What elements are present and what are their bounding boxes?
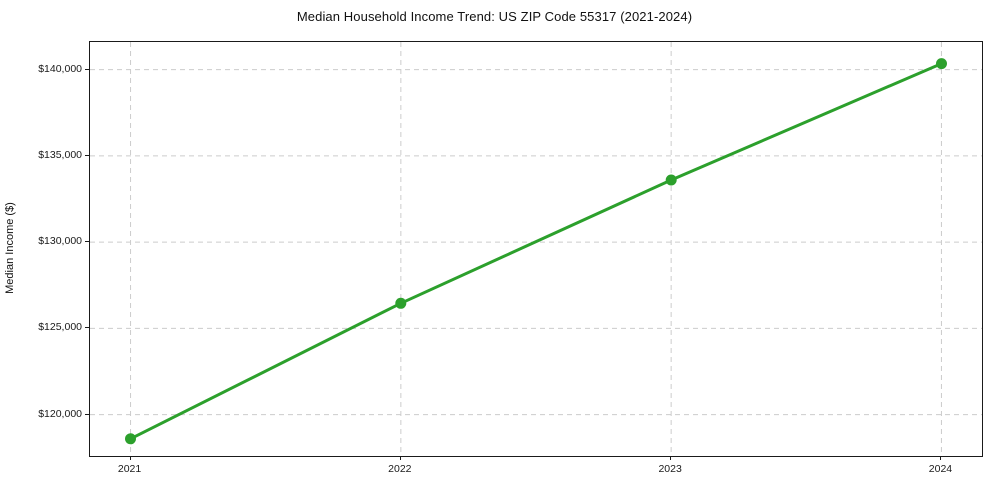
data-point-marker [665, 174, 677, 186]
chart-title: Median Household Income Trend: US ZIP Co… [296, 9, 693, 24]
x-tick-mark [129, 456, 131, 460]
x-tick-mark [399, 456, 401, 460]
y-tick-mark [85, 413, 89, 415]
data-point-marker [395, 297, 407, 309]
data-point-marker [125, 433, 136, 445]
y-tick-label: $120,000 [38, 407, 82, 420]
y-tick-label: $135,000 [38, 148, 82, 161]
y-tick-mark [85, 327, 89, 329]
y-tick-mark [85, 154, 89, 156]
x-tick-mark [670, 456, 672, 460]
income-trend-line [129, 62, 943, 441]
line-plot-canvas [90, 42, 982, 456]
x-tick-label: 2021 [117, 463, 142, 475]
y-tick-label: $140,000 [38, 62, 82, 75]
plot-area [89, 41, 983, 457]
y-tick-mark [85, 241, 89, 243]
x-tick-label: 2023 [658, 463, 682, 475]
x-tick-mark [940, 456, 942, 460]
x-tick-label: 2022 [388, 463, 412, 475]
y-axis-label: Median Income ($) [4, 202, 16, 294]
data-point-marker [936, 58, 947, 70]
y-tick-mark [85, 68, 89, 70]
y-tick-label: $125,000 [38, 321, 82, 334]
y-tick-label: $130,000 [38, 235, 82, 248]
x-tick-label: 2024 [928, 463, 953, 475]
